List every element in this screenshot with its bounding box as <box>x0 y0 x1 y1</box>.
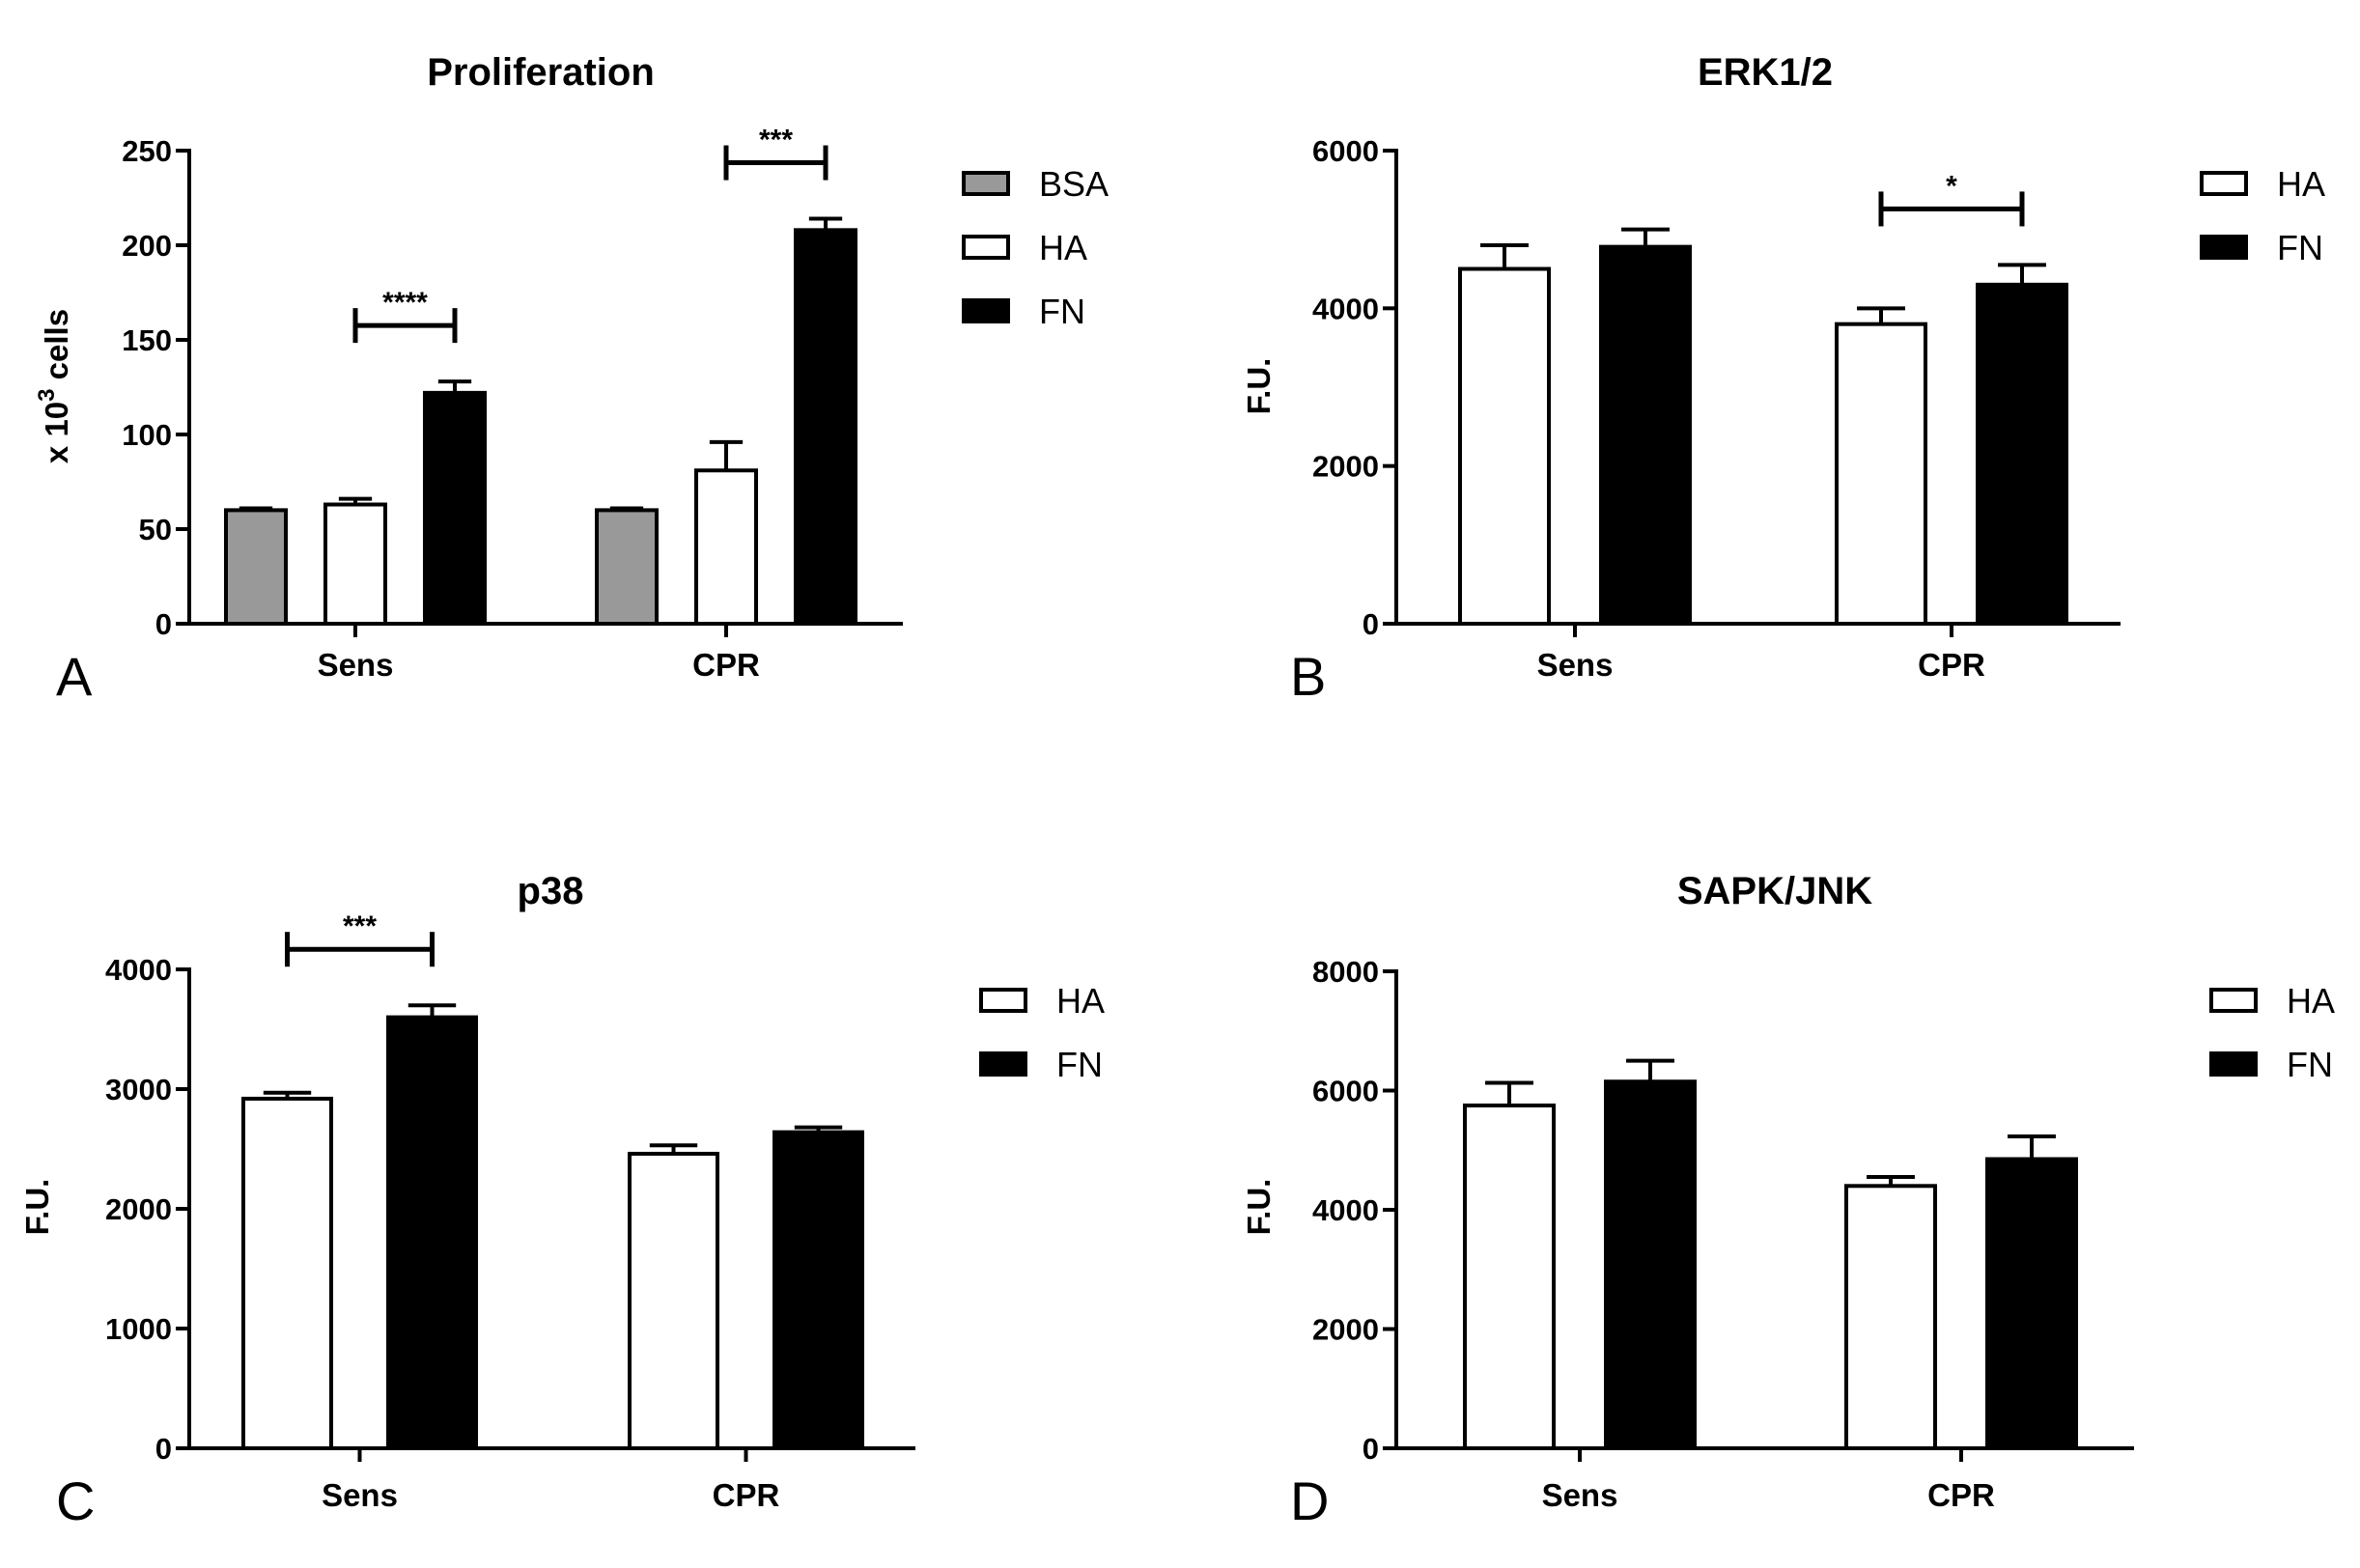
bar-cpr-bsa <box>595 508 659 627</box>
bar-sens-ha <box>1458 266 1551 626</box>
y-tick-label: 4000 <box>1312 292 1379 325</box>
significance-label: *** <box>343 910 377 942</box>
bar-cpr-fn <box>1985 1157 2078 1450</box>
y-tick-label: 6000 <box>1312 134 1379 168</box>
legend-swatch-fn <box>2209 1051 2258 1077</box>
legend-swatch-fn <box>979 1051 1027 1077</box>
y-tick-label: 2000 <box>105 1192 172 1226</box>
x-tick-label: Sens <box>1537 647 1614 683</box>
legend-label-ha: HA <box>1056 981 1105 1021</box>
y-tick-label: 0 <box>1363 607 1379 641</box>
x-tick-label: CPR <box>713 1477 780 1513</box>
legend-label-bsa: BSA <box>1039 164 1109 204</box>
legend-swatch-ha <box>962 235 1010 260</box>
panel-letter: D <box>1290 1470 1329 1531</box>
bar-cpr-ha <box>628 1151 719 1450</box>
bar-sens-bsa <box>224 508 288 627</box>
legend-swatch-ha <box>979 988 1027 1013</box>
x-tick-label: Sens <box>322 1477 398 1513</box>
bar-sens-ha <box>1463 1103 1556 1450</box>
bar-cpr-ha <box>1835 322 1927 626</box>
y-tick-label: 2000 <box>1312 450 1379 484</box>
bar-cpr-ha <box>1844 1184 1937 1451</box>
legend-swatch-bsa <box>962 171 1010 196</box>
y-axis-label: x 103 cells <box>34 309 74 463</box>
bar-sens-fn <box>386 1015 478 1450</box>
legend-swatch-ha <box>2200 171 2248 196</box>
bar-sens-fn <box>1604 1079 1697 1451</box>
chart-title: ERK1/2 <box>1698 51 1833 94</box>
y-axis-label: F.U. <box>1241 358 1277 415</box>
y-tick-label: 0 <box>1363 1432 1379 1466</box>
chart-panel-c: p38 0 1000 2000 3000 4000 F.U. Sens CPR *** HA FN C <box>19 870 1105 1531</box>
y-tick-label: 1000 <box>105 1312 172 1346</box>
bar-cpr-ha <box>694 468 758 626</box>
y-tick-label: 4000 <box>1312 1193 1379 1227</box>
bar-cpr-fn <box>794 228 857 626</box>
y-tick-label: 2000 <box>1312 1313 1379 1347</box>
legend-swatch-fn <box>962 298 1010 323</box>
significance-label: *** <box>759 125 793 156</box>
y-tick-label: 4000 <box>105 953 172 987</box>
y-tick-label: 8000 <box>1312 955 1379 989</box>
chart-panel-d: SAPK/JNK 0 2000 4000 6000 8000 F.U. Sens CPR HA FN… <box>1241 870 2335 1531</box>
y-tick-label: 3000 <box>105 1073 172 1106</box>
bar-sens-fn <box>1599 244 1692 626</box>
legend-swatch-fn <box>2200 235 2248 260</box>
chart-title: Proliferation <box>427 51 655 94</box>
significance-label: **** <box>382 287 428 319</box>
chart-title: SAPK/JNK <box>1677 870 1872 912</box>
chart-title: p38 <box>518 870 584 912</box>
legend-label-ha: HA <box>2287 981 2335 1021</box>
chart-panel-a: Proliferation 0 50 100 150 200 250 x 103 cells S… <box>34 51 1109 707</box>
significance-label: * <box>1946 170 1957 202</box>
legend-label-fn: FN <box>1056 1045 1103 1084</box>
legend-swatch-ha <box>2209 988 2258 1013</box>
bar-cpr-fn <box>773 1130 864 1450</box>
y-tick-label: 0 <box>155 1432 172 1466</box>
y-tick-label: 0 <box>155 607 172 641</box>
y-tick-label: 50 <box>139 513 172 546</box>
bar-sens-ha <box>241 1096 333 1451</box>
bar-cpr-fn <box>1976 282 2068 626</box>
y-tick-label: 6000 <box>1312 1075 1379 1108</box>
legend-label-fn: FN <box>2287 1045 2333 1084</box>
legend-label-ha: HA <box>2277 164 2325 204</box>
x-tick-label: CPR <box>692 647 760 683</box>
panel-letter: C <box>56 1470 95 1531</box>
chart-panel-b: ERK1/2 0 2000 4000 6000 F.U. Sens CPR * HA FN B <box>1241 51 2325 707</box>
x-tick-label: CPR <box>1927 1477 1995 1513</box>
y-tick-label: 150 <box>122 323 172 357</box>
legend-label-fn: FN <box>1039 292 1085 331</box>
bar-sens-ha <box>323 502 387 627</box>
x-tick-label: Sens <box>1542 1477 1618 1513</box>
y-axis-label: F.U. <box>19 1179 55 1236</box>
legend-label-fn: FN <box>2277 228 2323 267</box>
y-tick-label: 100 <box>122 418 172 452</box>
bar-sens-fn <box>423 390 487 626</box>
x-tick-label: CPR <box>1918 647 1985 683</box>
panel-letter: B <box>1290 646 1326 707</box>
y-tick-label: 250 <box>122 134 172 168</box>
x-tick-label: Sens <box>318 647 394 683</box>
legend-label-ha: HA <box>1039 228 1087 267</box>
panel-letter: A <box>56 646 93 707</box>
y-axis-label: F.U. <box>1241 1179 1277 1236</box>
y-tick-label: 200 <box>122 229 172 263</box>
